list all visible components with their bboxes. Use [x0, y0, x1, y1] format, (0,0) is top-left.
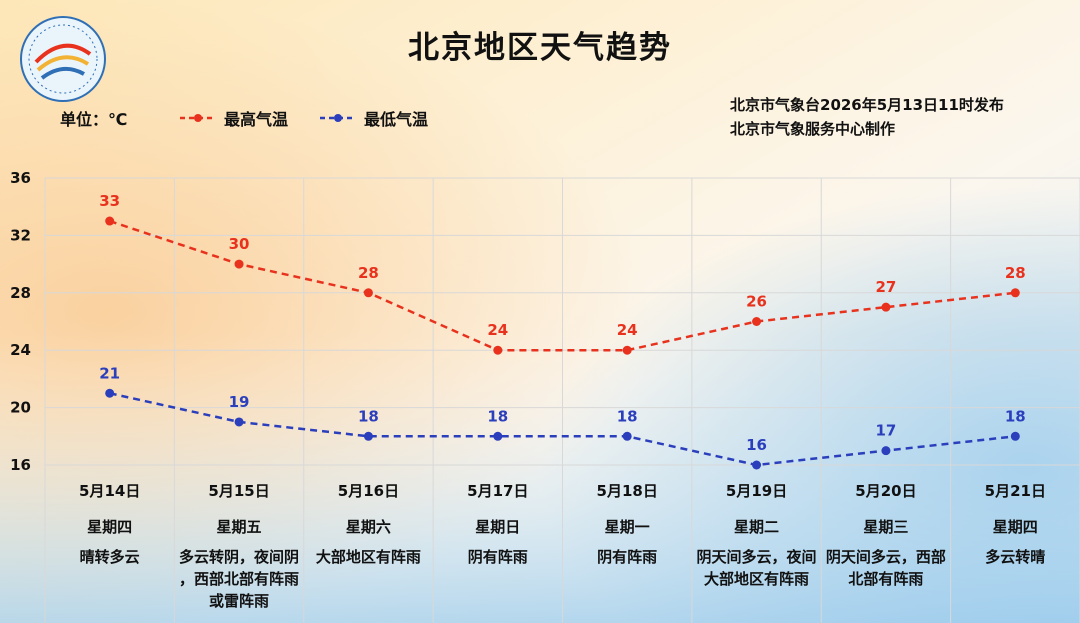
date-label: 5月17日: [467, 482, 529, 500]
weather-description: 多云转晴: [951, 546, 1079, 568]
weather-description: 阴天间多云，西部 北部有阵雨: [822, 546, 950, 590]
legend-low-swatch: [320, 114, 356, 122]
weekday-label: 星期五: [216, 518, 262, 536]
weather-description: 阴有阵雨: [434, 546, 562, 568]
legend-high-label: 最高气温: [224, 110, 289, 129]
weather-description-line: 阴有阵雨: [467, 548, 528, 566]
data-point: [105, 216, 115, 226]
data-label: 16: [746, 436, 767, 454]
weather-description-line: 多云转阴，夜间阴: [179, 548, 300, 566]
weather-description-line: 阴天间多云，西部: [825, 548, 946, 566]
series-line-0: [109, 219, 1016, 352]
legend-high: 最高气温: [178, 106, 288, 130]
issuer-line-1: 北京市气象台2026年5月13日11时发布: [730, 96, 1004, 114]
data-point: [363, 431, 373, 441]
data-point: [105, 388, 115, 398]
weekday-label: 星期四: [87, 518, 133, 536]
data-label: 18: [358, 407, 379, 425]
weekday-label: 星期日: [475, 518, 521, 536]
weekday-label: 星期三: [863, 518, 909, 536]
weather-description-line: ，西部北部有阵雨: [179, 570, 300, 588]
weather-description-line: 大部地区有阵雨: [704, 570, 810, 588]
weather-description-line: 晴转多云: [79, 548, 140, 566]
legend-low: 最低气温: [318, 106, 428, 130]
data-point: [752, 460, 762, 470]
date-label: 5月21日: [984, 482, 1046, 500]
data-label: 27: [876, 278, 897, 296]
data-label: 19: [229, 393, 250, 411]
weather-description-line: 大部地区有阵雨: [315, 548, 421, 566]
y-tick-label: 36: [10, 169, 31, 187]
page-title: 北京地区天气趋势: [408, 30, 672, 66]
weekday-label: 星期二: [734, 518, 780, 536]
data-point: [881, 302, 891, 312]
weather-description: 大部地区有阵雨: [304, 546, 432, 568]
data-point: [752, 317, 762, 326]
data-label: 18: [1005, 407, 1026, 425]
data-point: [234, 259, 244, 269]
data-label: 26: [746, 293, 767, 311]
meteorological-logo: [20, 16, 106, 102]
data-label: 21: [99, 364, 120, 382]
weekday-label: 星期四: [992, 518, 1038, 536]
weather-description-line: 阴天间多云，夜间: [696, 548, 817, 566]
series-line-1: [109, 392, 1016, 467]
date-label: 5月15日: [208, 482, 270, 500]
data-point: [1010, 431, 1020, 441]
data-label: 24: [617, 321, 638, 339]
y-tick-label: 20: [10, 399, 31, 417]
y-tick-label: 28: [10, 284, 31, 302]
weekday-label: 星期六: [345, 518, 391, 536]
date-label: 5月20日: [855, 482, 917, 500]
date-label: 5月18日: [596, 482, 658, 500]
y-tick-label: 24: [10, 341, 31, 359]
legend-low-label: 最低气温: [364, 110, 429, 129]
data-point: [622, 345, 632, 355]
date-label: 5月14日: [79, 482, 141, 500]
data-label: 28: [358, 264, 379, 282]
weekday-label: 星期一: [604, 518, 650, 536]
data-point: [622, 431, 632, 441]
weather-description: 阴天间多云，夜间 大部地区有阵雨: [693, 546, 821, 590]
data-label: 18: [487, 407, 508, 425]
weather-description-line: 多云转晴: [985, 548, 1046, 566]
legend-high-swatch: [180, 114, 216, 122]
weather-description-line: 阴有阵雨: [597, 548, 658, 566]
weather-description: 晴转多云: [46, 546, 174, 568]
weather-description-line: 或雷阵雨: [209, 592, 270, 610]
data-label: 33: [99, 192, 120, 210]
issuer-line-2: 北京市气象服务中心制作: [730, 120, 896, 138]
unit-label: 单位：℃: [60, 110, 128, 129]
date-label: 5月16日: [337, 482, 400, 500]
data-point: [363, 288, 373, 298]
data-label: 24: [487, 321, 508, 339]
data-label: 18: [617, 407, 638, 425]
data-label: 28: [1005, 264, 1026, 282]
date-label: 5月19日: [725, 482, 788, 500]
data-point: [493, 431, 503, 441]
weather-description: 阴有阵雨: [563, 546, 691, 568]
weather-description-line: 北部有阵雨: [848, 570, 924, 588]
data-point: [1010, 288, 1020, 298]
weather-description: 多云转阴，夜间阴 ，西部北部有阵雨 或雷阵雨: [175, 546, 303, 612]
data-point: [493, 345, 503, 355]
data-point: [234, 417, 244, 427]
y-tick-label: 16: [10, 456, 31, 474]
data-label: 17: [876, 422, 897, 440]
data-label: 30: [229, 235, 250, 253]
data-point: [881, 446, 891, 456]
y-tick-label: 32: [10, 226, 31, 244]
